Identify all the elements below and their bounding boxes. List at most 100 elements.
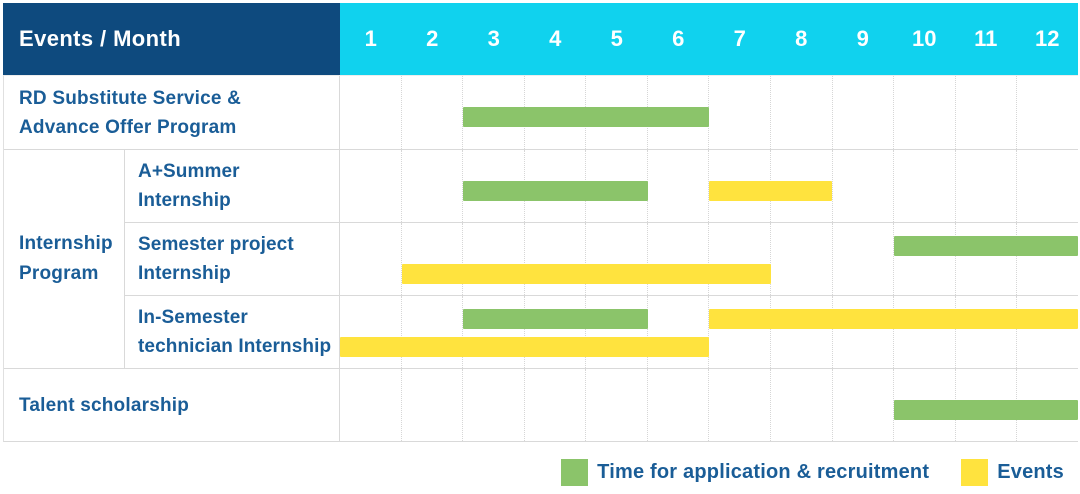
month-gridline-cell	[462, 150, 524, 222]
month-header-8: 8	[795, 26, 808, 51]
group-label-line: Program	[19, 262, 99, 284]
month-gridline-cell	[1016, 296, 1078, 368]
month-gridline-cell	[340, 369, 401, 441]
month-gridline-cell	[340, 76, 401, 149]
header-events-month-cell: Events / Month	[3, 3, 340, 75]
month-gridline-cell	[893, 150, 955, 222]
row-label-line: Internship	[138, 263, 231, 284]
schedule-row: Semester project Internship	[4, 222, 1078, 295]
month-header-3: 3	[487, 26, 500, 51]
event-bar	[340, 337, 709, 357]
month-gridline-cell	[831, 296, 894, 368]
row-label-line: technician Internship	[138, 336, 332, 357]
row-label-line: Talent scholarship	[19, 394, 190, 416]
month-gridline-cell	[954, 150, 1017, 222]
month-gridline-cell	[585, 223, 647, 295]
month-header-9: 9	[856, 26, 869, 51]
month-gridline-cell	[400, 369, 463, 441]
row-timeline	[340, 76, 1078, 149]
row-timeline	[340, 369, 1078, 441]
row-timeline	[340, 295, 1078, 368]
month-gridline-cell	[1016, 76, 1078, 149]
month-gridline-cell	[462, 296, 524, 368]
row-timeline	[340, 222, 1078, 295]
month-header-strip: 1 2 3 4 5 6 7 8 9 10 11 12	[340, 3, 1078, 75]
month-gridline-cell	[954, 76, 1017, 149]
month-gridline-cell	[893, 223, 955, 295]
legend: Time for application & recruitment Event…	[0, 456, 1080, 488]
month-gridline-cell	[646, 369, 709, 441]
legend-label-events: Events	[997, 460, 1064, 483]
month-gridline-cell	[893, 76, 955, 149]
month-header-12: 12	[1035, 26, 1060, 51]
row-timeline	[340, 150, 1078, 222]
schedule-row: Talent scholarship	[4, 368, 1078, 441]
row-label-line: Internship	[138, 190, 231, 211]
month-gridline-cell	[340, 150, 401, 222]
month-gridline-cell	[708, 296, 770, 368]
month-gridline-cell	[523, 223, 586, 295]
month-gridline-cell	[400, 150, 463, 222]
row-label: In-Semester technician Internship	[125, 295, 340, 368]
row-label: Talent scholarship	[4, 369, 340, 441]
row-label-line: In-Semester	[138, 307, 248, 328]
month-gridline-cell	[954, 296, 1017, 368]
group-label-line: Internship	[19, 232, 113, 254]
month-gridline-cell	[770, 223, 832, 295]
month-header-11: 11	[974, 26, 998, 51]
month-gridline-cell	[708, 150, 770, 222]
table-header-row: Events / Month 1 2 3 4 5 6 7 8 9 10 11 12	[3, 3, 1078, 75]
month-gridline-cell	[646, 223, 709, 295]
recruitment-bar	[893, 236, 1078, 256]
month-gridline-cell	[770, 369, 832, 441]
month-gridline-cell	[340, 223, 401, 295]
month-gridline-cell	[400, 76, 463, 149]
row-label: A+Summer Internship	[125, 150, 340, 222]
row-label-line: RD Substitute Service &	[19, 87, 242, 109]
row-label-line: Advance Offer Program	[19, 116, 237, 138]
month-gridline-cell	[585, 296, 647, 368]
month-gridline-cell	[708, 223, 770, 295]
row-label-line: Semester project	[138, 234, 294, 255]
month-gridline-cell	[646, 296, 709, 368]
recruitment-bar	[893, 400, 1078, 420]
month-gridline-cell	[1016, 223, 1078, 295]
month-gridline-cell	[708, 76, 770, 149]
month-header-7: 7	[733, 26, 746, 51]
month-gridline-cell	[646, 150, 709, 222]
legend-swatch-recruitment-icon	[561, 458, 589, 486]
month-gridline-cell	[400, 223, 463, 295]
row-label: RD Substitute Service & Advance Offer Pro…	[4, 76, 340, 149]
month-header-5: 5	[610, 26, 623, 51]
schedule-table: Events / Month 1 2 3 4 5 6 7 8 9 10 11 12 RD Substi…	[3, 3, 1078, 442]
event-bar	[709, 181, 832, 201]
month-header-6: 6	[672, 26, 685, 51]
month-gridline-cell	[954, 223, 1017, 295]
recruitment-bar	[463, 107, 709, 127]
month-gridline-cell	[523, 369, 586, 441]
month-header-10: 10	[912, 26, 937, 51]
legend-label-recruitment: Time for application & recruitment	[597, 460, 930, 483]
month-gridline-cell	[831, 369, 894, 441]
month-gridline-cell	[340, 296, 401, 368]
recruitment-bar	[463, 309, 648, 329]
schedule-row: A+Summer Internship	[4, 149, 1078, 222]
month-gridline-cell	[1016, 150, 1078, 222]
month-gridline-cell	[462, 223, 524, 295]
month-gridline-cell	[893, 296, 955, 368]
schedule-row: In-Semester technician Internship	[4, 295, 1078, 368]
month-gridline-cell	[400, 296, 463, 368]
month-gridline-cell	[462, 76, 524, 149]
month-gridline-cell	[708, 369, 770, 441]
recruitment-bar	[463, 181, 648, 201]
month-gridline-cell	[462, 369, 524, 441]
group-column-cell	[4, 295, 125, 368]
schedule-row: RD Substitute Service & Advance Offer Pro…	[4, 76, 1078, 149]
table-body: RD Substitute Service & Advance Offer Pro…	[3, 75, 1078, 442]
month-gridline-cell	[770, 76, 832, 149]
month-header-4: 4	[549, 26, 562, 51]
group-column-cell	[4, 222, 125, 295]
month-gridline-cell	[523, 296, 586, 368]
event-bar	[709, 309, 1078, 329]
